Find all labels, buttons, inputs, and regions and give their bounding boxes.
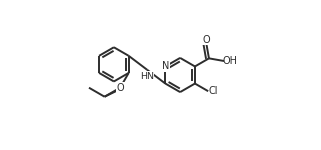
Text: OH: OH: [223, 56, 238, 66]
Text: Cl: Cl: [208, 86, 218, 96]
Text: O: O: [116, 83, 124, 93]
Text: N: N: [162, 61, 169, 71]
Text: O: O: [203, 35, 210, 45]
Text: HN: HN: [140, 72, 154, 81]
